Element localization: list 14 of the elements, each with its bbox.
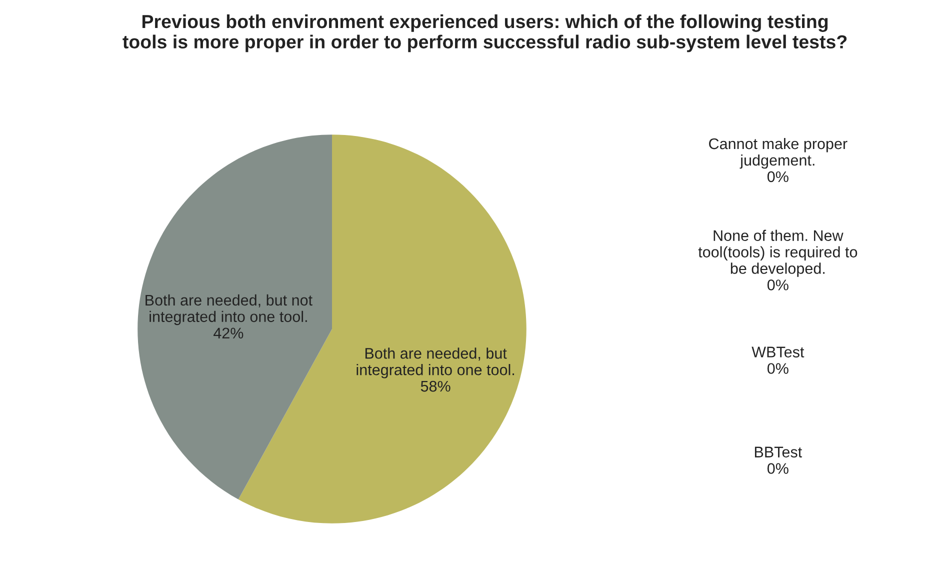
slice-label: Both are needed, but not integrated into one tool. — [146, 294, 312, 326]
data-label: 42% — [214, 328, 244, 338]
data-label: 58% — [420, 380, 450, 392]
slice-label: Both are needed, but integrated into one tool. — [356, 348, 514, 378]
category-label: Cannot make proper judgement. — [709, 138, 848, 169]
pie-slice — [138, 134, 332, 500]
category-label: WBTest — [752, 346, 804, 358]
text: 0% — [767, 363, 788, 374]
text: 0% — [767, 463, 788, 474]
text: 0% — [767, 280, 788, 290]
category-label: BBTest — [754, 446, 802, 458]
chart-title: Previous both environment experienced users: which of the following testing tools is more proper in order to perform successful radio sub-system level tests? — [122, 14, 847, 52]
text: 0% — [767, 171, 788, 182]
category-label: None of them. New tool(tools) is required to be developed. — [698, 230, 858, 277]
